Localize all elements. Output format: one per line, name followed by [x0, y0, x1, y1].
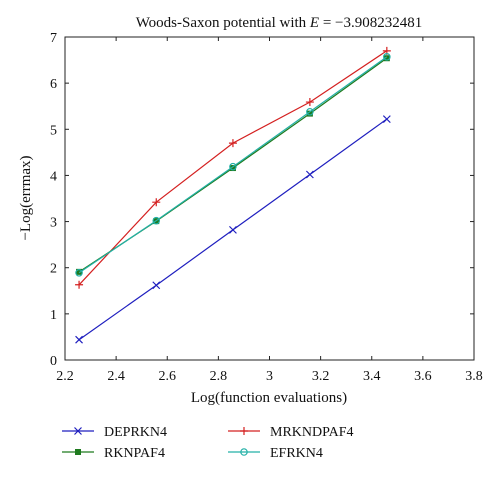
- data-point: [383, 53, 391, 61]
- legend-marker: [240, 448, 248, 456]
- series-deprkn4: [75, 115, 391, 344]
- y-tick-label: 4: [50, 169, 57, 184]
- data-point: [305, 98, 314, 107]
- x-tick-label: 3.8: [465, 369, 483, 384]
- data-point: [152, 198, 161, 207]
- x-tick-label: 3.2: [312, 369, 330, 384]
- legend-item-deprkn4: DEPRKN4: [62, 425, 167, 440]
- legend-marker: [75, 449, 81, 455]
- legend-label: MRKNDPAF4: [270, 425, 354, 440]
- series-layer: [75, 46, 391, 344]
- data-point: [228, 139, 237, 148]
- x-tick-label: 2.8: [210, 369, 228, 384]
- y-tick-label: 5: [50, 123, 57, 138]
- title-suffix: = −3.908232481: [319, 15, 422, 31]
- x-tick-label: 2.4: [107, 369, 125, 384]
- legend-item-rknpaf4: RKNPAF4: [62, 446, 165, 461]
- data-point: [229, 225, 237, 234]
- x-tick-label: 3.6: [414, 369, 432, 384]
- data-point: [305, 170, 314, 179]
- y-tick-labels: 0 1 2 3 4 5 6 7: [50, 31, 57, 369]
- data-point: [382, 115, 391, 124]
- legend-label: RKNPAF4: [104, 446, 165, 461]
- legend-marker: [240, 427, 248, 435]
- data-point: [75, 280, 84, 289]
- chart-title: Woods-Saxon potential with E = −3.908232…: [136, 15, 423, 31]
- y-tick-label: 1: [50, 308, 57, 323]
- x-tick-label: 3.4: [363, 369, 381, 384]
- y-tick-label: 6: [50, 77, 57, 92]
- y-tick-label: 0: [50, 354, 57, 369]
- y-tick-label: 2: [50, 262, 57, 277]
- x-tick-labels: 2.2 2.4 2.6 2.8 3 3.2 3.4 3.6 3.8: [56, 369, 483, 384]
- title-prefix: Woods-Saxon potential with: [136, 15, 310, 31]
- series-efrkn4: [75, 53, 391, 277]
- y-tick-label: 3: [50, 216, 57, 231]
- legend-item-efrkn4: EFRKN4: [228, 446, 323, 461]
- series-line: [78, 56, 388, 274]
- legend-label: DEPRKN4: [104, 425, 167, 440]
- data-point: [75, 268, 83, 277]
- legend-marker: [74, 427, 82, 435]
- data-point: [152, 216, 161, 225]
- data-point: [152, 281, 161, 290]
- data-point: [75, 335, 83, 344]
- legend-label: EFRKN4: [270, 446, 323, 461]
- y-axis-label: −Log(errmax): [18, 155, 34, 240]
- x-tick-label: 2.2: [56, 369, 74, 384]
- data-point: [306, 107, 314, 116]
- y-tick-label: 7: [50, 31, 57, 46]
- x-axis-label: Log(function evaluations): [191, 390, 347, 406]
- legend: DEPRKN4 MRKNDPAF4 RKNPAF4 EFRKN4: [62, 425, 354, 461]
- x-tick-label: 2.6: [159, 369, 177, 384]
- legend-item-mrkndpaf4: MRKNDPAF4: [228, 425, 354, 440]
- axis-ticks: [64, 36, 475, 361]
- data-point: [229, 162, 237, 171]
- title-variable: E: [309, 15, 319, 31]
- x-tick-label: 3: [266, 369, 273, 384]
- plot-area: [64, 36, 475, 361]
